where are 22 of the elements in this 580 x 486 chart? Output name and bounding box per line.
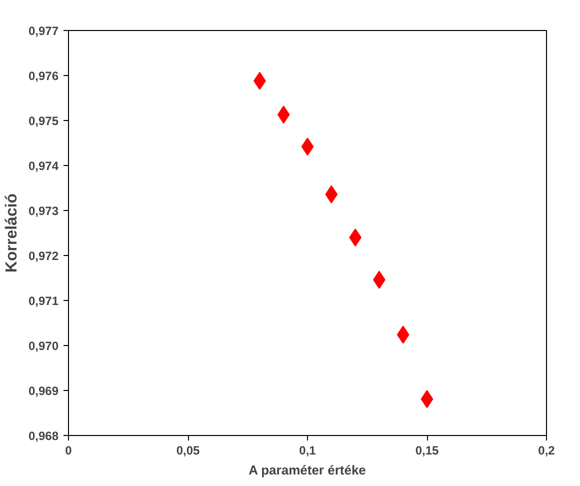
x-axis-title: A paraméter értéke (248, 462, 366, 478)
x-tick-label: 0,2 (538, 444, 556, 458)
point (301, 138, 314, 156)
y-tick-label: 0,972 (28, 249, 59, 263)
x-tick-label: 0,05 (176, 444, 200, 458)
y-tick-label: 0,977 (28, 24, 59, 38)
y-tick-label: 0,973 (28, 204, 59, 218)
x-tick-label: 0,15 (415, 444, 440, 458)
y-tick-label: 0,970 (28, 339, 59, 353)
y-axis-title: Korreláció (3, 193, 20, 273)
y-tick-label: 0,975 (28, 114, 59, 128)
point (325, 185, 338, 204)
y-tick-label: 0,969 (28, 384, 59, 398)
point (277, 106, 290, 124)
point (420, 390, 434, 408)
point (396, 326, 410, 344)
y-tick-label: 0,968 (28, 429, 59, 443)
x-tick-label: 0 (65, 444, 72, 458)
x-tick-label: 0,1 (299, 444, 316, 458)
y-tick-label: 0,976 (28, 69, 59, 83)
y-tick-label: 0,974 (28, 159, 59, 173)
y-tick-label: 0,971 (28, 294, 59, 308)
